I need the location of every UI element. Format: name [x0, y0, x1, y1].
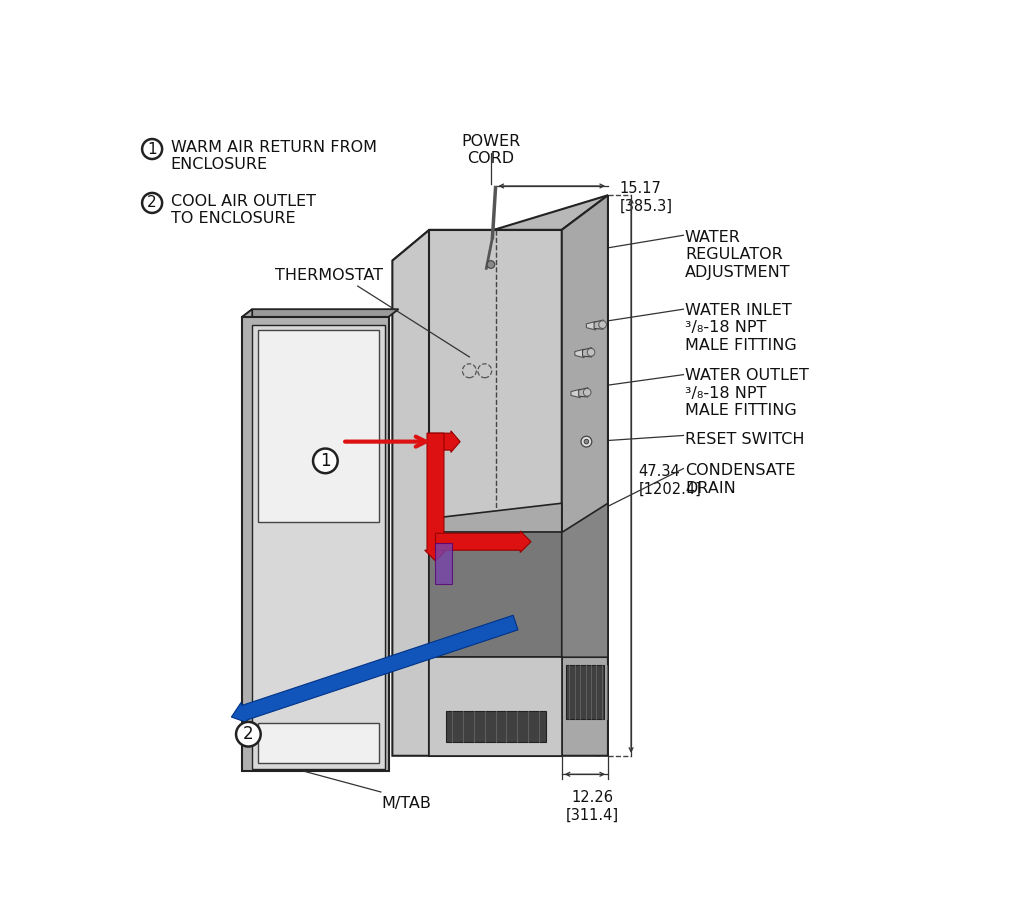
Circle shape: [584, 389, 591, 396]
FancyArrow shape: [435, 530, 531, 553]
FancyArrow shape: [231, 615, 518, 723]
Text: POWER
CORD: POWER CORD: [461, 134, 520, 166]
Polygon shape: [258, 723, 379, 764]
Circle shape: [599, 321, 606, 329]
Polygon shape: [565, 665, 604, 718]
Text: COOL AIR OUTLET
TO ENCLOSURE: COOL AIR OUTLET TO ENCLOSURE: [171, 193, 315, 226]
Text: 15.17
[385.3]: 15.17 [385.3]: [620, 181, 673, 214]
Circle shape: [487, 261, 495, 268]
Text: 12.26
[311.4]: 12.26 [311.4]: [566, 790, 620, 822]
Text: CONDENSATE
DRAIN: CONDENSATE DRAIN: [685, 463, 796, 495]
Polygon shape: [579, 388, 588, 397]
Polygon shape: [392, 195, 608, 261]
Text: 2: 2: [243, 725, 254, 743]
Polygon shape: [562, 503, 608, 658]
Polygon shape: [594, 320, 603, 329]
Polygon shape: [392, 230, 429, 756]
Text: 1: 1: [147, 142, 157, 157]
Polygon shape: [252, 324, 385, 769]
Text: WATER INLET
³/₈-18 NPT
MALE FITTING: WATER INLET ³/₈-18 NPT MALE FITTING: [685, 303, 797, 353]
Polygon shape: [429, 532, 562, 658]
FancyArrow shape: [429, 431, 460, 452]
Circle shape: [587, 348, 595, 356]
Text: 2: 2: [147, 195, 157, 210]
Text: 47.34
[1202.4]: 47.34 [1202.4]: [639, 464, 701, 496]
Circle shape: [313, 449, 338, 473]
Polygon shape: [446, 711, 547, 742]
Circle shape: [584, 439, 589, 444]
Text: WATER OUTLET
³/₈-18 NPT
MALE FITTING: WATER OUTLET ³/₈-18 NPT MALE FITTING: [685, 368, 809, 418]
Text: WATER
REGULATOR
ADJUSTMENT: WATER REGULATOR ADJUSTMENT: [685, 230, 791, 280]
Polygon shape: [574, 349, 584, 357]
Polygon shape: [587, 321, 596, 330]
Polygon shape: [435, 543, 453, 584]
Circle shape: [142, 139, 162, 159]
Text: M/TAB: M/TAB: [381, 796, 431, 810]
Text: THERMOSTAT: THERMOSTAT: [275, 268, 383, 283]
Circle shape: [581, 437, 592, 447]
Polygon shape: [429, 503, 562, 532]
Polygon shape: [429, 658, 562, 756]
Text: WARM AIR RETURN FROM
ENCLOSURE: WARM AIR RETURN FROM ENCLOSURE: [171, 140, 377, 172]
Polygon shape: [583, 348, 592, 357]
Circle shape: [237, 722, 261, 747]
Polygon shape: [429, 230, 562, 756]
Polygon shape: [243, 317, 388, 771]
Text: RESET SWITCH: RESET SWITCH: [685, 432, 805, 448]
FancyArrow shape: [425, 433, 446, 561]
Polygon shape: [243, 309, 398, 317]
Circle shape: [142, 192, 162, 213]
Polygon shape: [258, 330, 379, 522]
Polygon shape: [571, 390, 581, 398]
Text: 1: 1: [321, 452, 331, 470]
Polygon shape: [243, 309, 252, 771]
Polygon shape: [562, 195, 608, 756]
